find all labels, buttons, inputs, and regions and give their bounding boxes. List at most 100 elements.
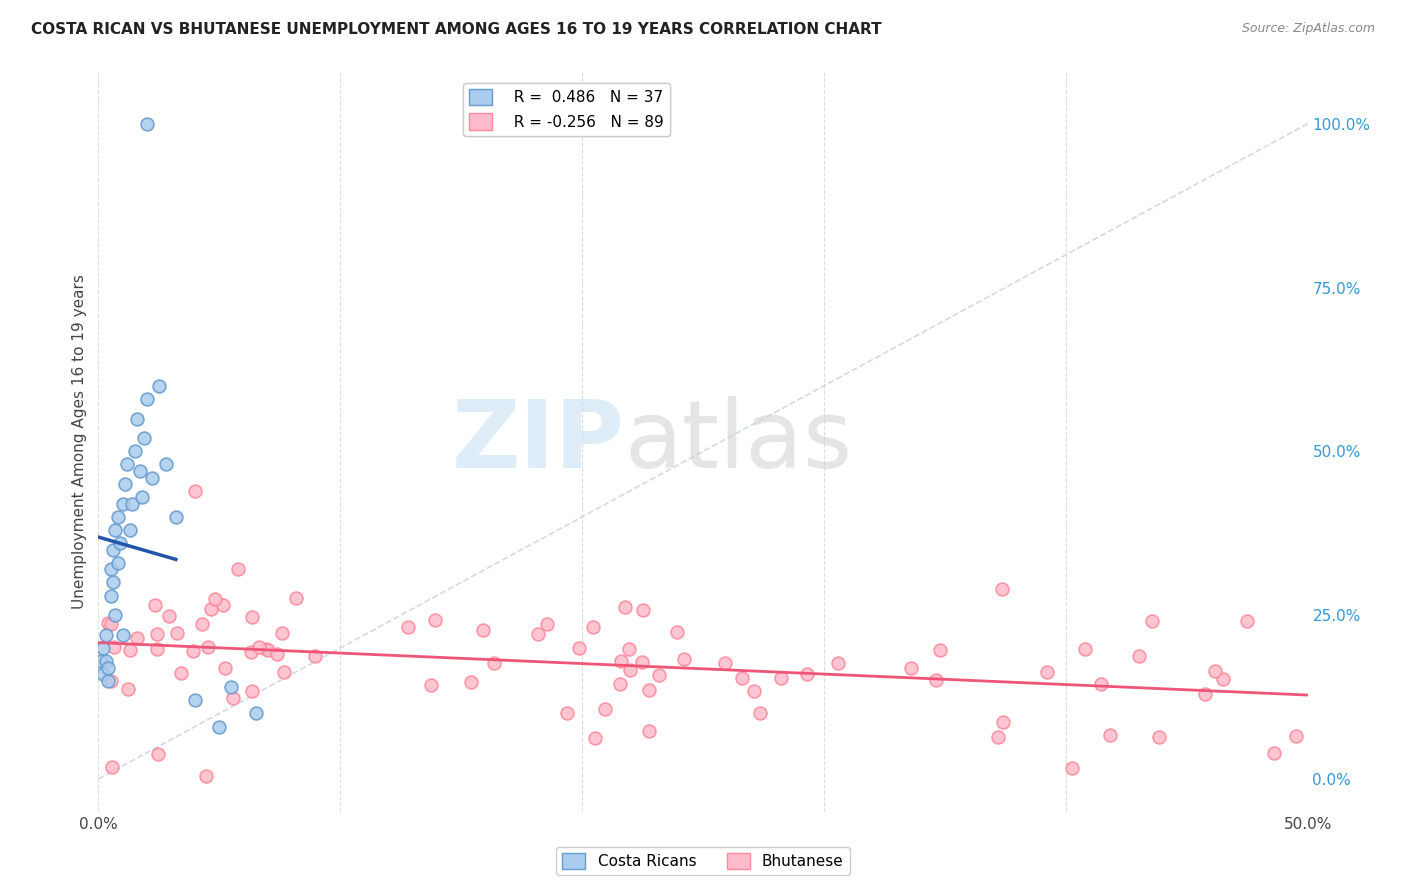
Point bbox=[107, 556, 129, 570]
Point bbox=[1263, 746, 1285, 760]
Point bbox=[610, 654, 633, 668]
Point bbox=[226, 562, 249, 576]
Point bbox=[593, 702, 616, 716]
Point bbox=[240, 645, 263, 659]
Point bbox=[184, 693, 207, 707]
Point bbox=[273, 665, 295, 680]
Point bbox=[104, 523, 127, 537]
Point bbox=[166, 626, 188, 640]
Point bbox=[103, 640, 125, 654]
Point bbox=[555, 706, 578, 721]
Point bbox=[127, 411, 149, 425]
Point bbox=[100, 562, 122, 576]
Point bbox=[114, 477, 136, 491]
Point bbox=[714, 657, 737, 671]
Legend: Costa Ricans, Bhutanese: Costa Ricans, Bhutanese bbox=[557, 847, 849, 875]
Point bbox=[155, 458, 177, 472]
Point bbox=[749, 706, 772, 720]
Point bbox=[111, 628, 134, 642]
Point bbox=[471, 623, 494, 637]
Point bbox=[170, 666, 193, 681]
Point bbox=[91, 667, 114, 681]
Point bbox=[100, 674, 122, 689]
Point bbox=[117, 682, 139, 697]
Point bbox=[568, 641, 591, 656]
Point bbox=[94, 654, 117, 668]
Point bbox=[101, 575, 124, 590]
Point bbox=[94, 628, 117, 642]
Point bbox=[141, 470, 163, 484]
Point bbox=[240, 610, 263, 624]
Point bbox=[134, 431, 156, 445]
Point bbox=[214, 661, 236, 675]
Point bbox=[617, 642, 640, 657]
Point bbox=[673, 652, 696, 666]
Point bbox=[928, 643, 950, 657]
Point bbox=[148, 379, 170, 393]
Point bbox=[221, 680, 243, 694]
Point bbox=[731, 671, 754, 685]
Point bbox=[769, 671, 792, 685]
Point bbox=[609, 676, 631, 690]
Point bbox=[1062, 761, 1084, 775]
Point bbox=[1036, 665, 1059, 679]
Point bbox=[101, 542, 124, 557]
Point bbox=[200, 602, 222, 616]
Point bbox=[270, 625, 292, 640]
Point bbox=[124, 444, 146, 458]
Point bbox=[97, 673, 120, 688]
Point bbox=[107, 509, 129, 524]
Point bbox=[97, 660, 120, 674]
Point bbox=[104, 608, 127, 623]
Point bbox=[1236, 614, 1258, 628]
Point bbox=[993, 715, 1015, 730]
Point bbox=[181, 644, 204, 658]
Point bbox=[304, 649, 326, 664]
Point bbox=[101, 760, 124, 774]
Point bbox=[146, 747, 169, 762]
Point bbox=[1149, 730, 1171, 744]
Point bbox=[482, 656, 505, 670]
Point bbox=[637, 724, 659, 739]
Point bbox=[128, 464, 150, 478]
Point bbox=[121, 497, 143, 511]
Point bbox=[135, 392, 157, 406]
Point bbox=[197, 640, 219, 655]
Point bbox=[536, 617, 558, 632]
Point bbox=[1128, 648, 1150, 663]
Point bbox=[117, 458, 139, 472]
Point bbox=[827, 656, 849, 670]
Point bbox=[1090, 677, 1112, 691]
Point bbox=[97, 615, 120, 630]
Point bbox=[127, 631, 149, 645]
Point bbox=[285, 591, 308, 605]
Point bbox=[987, 730, 1010, 744]
Point bbox=[211, 599, 233, 613]
Point bbox=[157, 609, 180, 624]
Point bbox=[631, 655, 654, 669]
Point bbox=[619, 663, 641, 677]
Legend:   R =  0.486   N = 37,   R = -0.256   N = 89: R = 0.486 N = 37, R = -0.256 N = 89 bbox=[463, 83, 669, 136]
Point bbox=[191, 617, 214, 632]
Text: ZIP: ZIP bbox=[451, 395, 624, 488]
Point bbox=[648, 667, 671, 681]
Point bbox=[184, 483, 207, 498]
Point bbox=[1285, 729, 1308, 743]
Point bbox=[100, 589, 122, 603]
Point bbox=[925, 673, 948, 687]
Text: COSTA RICAN VS BHUTANESE UNEMPLOYMENT AMONG AGES 16 TO 19 YEARS CORRELATION CHAR: COSTA RICAN VS BHUTANESE UNEMPLOYMENT AM… bbox=[31, 22, 882, 37]
Point bbox=[90, 654, 112, 668]
Point bbox=[582, 620, 605, 634]
Point bbox=[118, 523, 141, 537]
Point bbox=[118, 642, 141, 657]
Point bbox=[100, 617, 122, 632]
Point bbox=[135, 117, 157, 131]
Point bbox=[143, 599, 166, 613]
Y-axis label: Unemployment Among Ages 16 to 19 years: Unemployment Among Ages 16 to 19 years bbox=[72, 274, 87, 609]
Point bbox=[1204, 665, 1226, 679]
Point bbox=[665, 625, 688, 640]
Point bbox=[583, 731, 606, 746]
Point bbox=[257, 642, 280, 657]
Point bbox=[1212, 672, 1234, 686]
Point bbox=[527, 627, 550, 641]
